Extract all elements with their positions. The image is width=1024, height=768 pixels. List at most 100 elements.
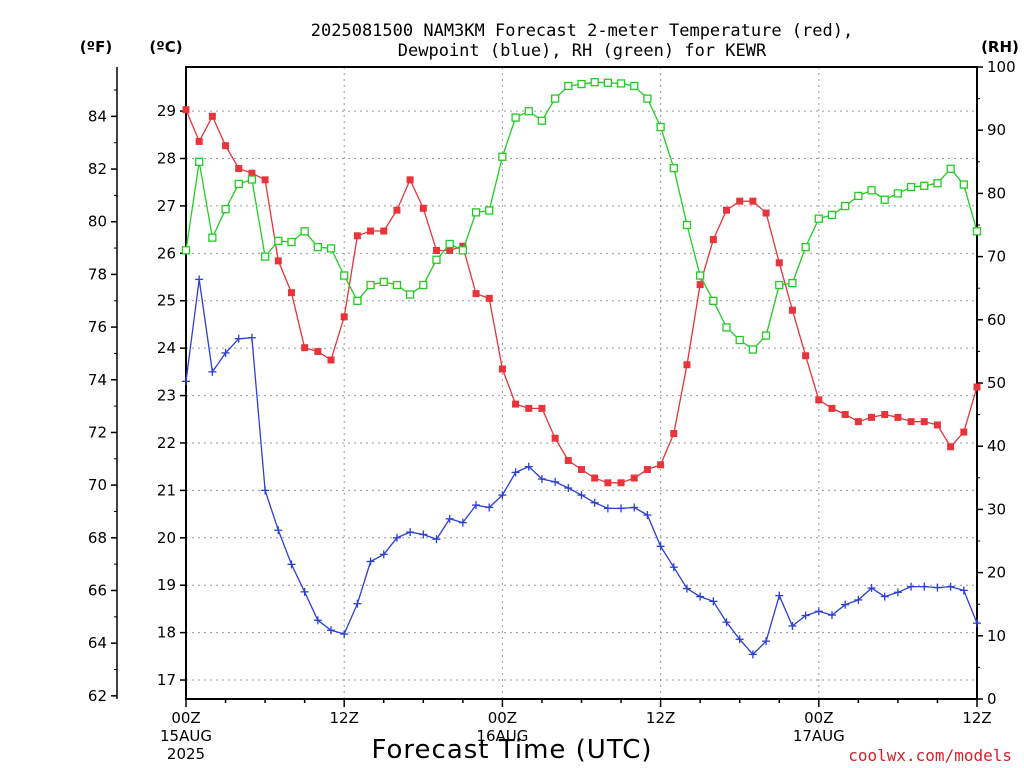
relative-humidity-point xyxy=(260,252,270,261)
relative-humidity-point xyxy=(195,157,204,166)
relative-humidity-point xyxy=(603,78,613,87)
time-date-label: 16AUG xyxy=(476,727,528,745)
relative-humidity-point xyxy=(564,81,573,91)
credit-text: coolwx.com/models xyxy=(848,746,1012,765)
dewpoint-point xyxy=(854,595,863,604)
temperature-point xyxy=(907,418,915,426)
temperature-point xyxy=(696,281,704,289)
dewpoint-point xyxy=(748,650,757,659)
unit-celsius-label: (ºC) xyxy=(149,38,182,56)
relative-humidity-point xyxy=(616,79,626,88)
relative-humidity-point xyxy=(801,242,810,252)
dewpoint-point xyxy=(893,588,902,597)
dewpoint-point xyxy=(261,486,270,495)
dewpoint-point xyxy=(907,582,916,591)
celsius-tick-label: 28 xyxy=(157,150,176,168)
dewpoint-point xyxy=(313,616,322,625)
relative-humidity-point xyxy=(300,227,309,236)
rh-tick-label: 70 xyxy=(987,248,1006,266)
temperature-point xyxy=(393,206,401,214)
temperature-point xyxy=(195,137,203,145)
celsius-tick-label: 29 xyxy=(157,102,176,120)
fahrenheit-tick-label: 66 xyxy=(88,581,107,599)
dewpoint-point xyxy=(735,635,744,644)
relative-humidity-point xyxy=(761,331,771,340)
relative-humidity-point xyxy=(366,280,375,290)
relative-humidity-point xyxy=(735,335,744,345)
dewpoint-point xyxy=(682,584,691,593)
fahrenheit-axis: 62 64 66 68 70 72 74 76 78 80 82 84 xyxy=(88,89,117,705)
time-tick-label: 12Z xyxy=(330,709,359,727)
fahrenheit-tick-label: 84 xyxy=(88,107,107,125)
dewpoint-point xyxy=(208,367,217,376)
rh-tick-label: 90 xyxy=(987,121,1006,139)
relative-humidity-point xyxy=(906,182,916,192)
fahrenheit-tick-label: 78 xyxy=(88,265,107,283)
dewpoint-point xyxy=(973,619,981,628)
relative-humidity-point xyxy=(946,164,955,173)
dewpoint-point xyxy=(247,333,256,342)
rh-axis: 0 10 20 30 40 50 60 70 80 90 100 xyxy=(977,58,1016,708)
relative-humidity-point xyxy=(775,280,784,290)
time-year-label: 2025 xyxy=(167,745,205,763)
temperature-point xyxy=(222,142,230,150)
rh-tick-label: 0 xyxy=(987,690,997,708)
temperature-point xyxy=(353,232,361,240)
relative-humidity-point xyxy=(933,179,942,188)
temperature-point xyxy=(894,413,902,421)
temperature-point xyxy=(367,227,375,235)
rh-tick-label: 20 xyxy=(987,564,1006,582)
celsius-tick-label: 21 xyxy=(157,481,176,499)
relative-humidity-point xyxy=(550,94,560,103)
dewpoint-point xyxy=(485,503,494,512)
relative-humidity-point xyxy=(419,280,428,290)
relative-humidity-point xyxy=(788,278,797,288)
relative-humidity-point xyxy=(340,271,349,280)
temperature-point xyxy=(327,356,335,364)
temperature-point xyxy=(854,418,862,426)
fahrenheit-tick-label: 70 xyxy=(88,476,107,494)
temperature-point xyxy=(498,365,506,373)
relative-humidity-point xyxy=(959,180,968,189)
relative-humidity-point xyxy=(630,81,639,91)
fahrenheit-tick-label: 80 xyxy=(88,213,107,231)
dewpoint-point xyxy=(801,611,810,620)
temperature-point xyxy=(261,176,269,184)
temperature-point xyxy=(419,204,427,212)
dewpoint-point xyxy=(524,462,533,471)
dewpoint-point xyxy=(656,542,665,551)
celsius-tick-label: 27 xyxy=(157,197,176,215)
temperature-point xyxy=(920,418,928,426)
rh-tick-label: 80 xyxy=(987,184,1006,202)
dewpoint-point xyxy=(920,582,929,591)
fahrenheit-tick-label: 76 xyxy=(88,318,107,336)
temperature-point xyxy=(578,466,585,474)
relative-humidity-point xyxy=(458,246,468,255)
dewpoint-point xyxy=(577,491,586,500)
relative-humidity-point xyxy=(287,237,296,247)
celsius-tick-label: 24 xyxy=(157,339,176,357)
temperature-point xyxy=(643,466,651,474)
temperature-point xyxy=(182,106,190,114)
dewpoint-point xyxy=(511,468,520,477)
temperature-point xyxy=(525,404,533,412)
temperature-point xyxy=(235,164,243,172)
dewpoint-point xyxy=(814,607,823,616)
temperature-point xyxy=(723,206,731,214)
celsius-tick-label: 23 xyxy=(157,387,176,405)
dewpoint-point xyxy=(537,475,546,484)
temperature-point xyxy=(274,257,282,265)
dewpoint-point xyxy=(458,518,467,527)
fahrenheit-tick-label: 72 xyxy=(88,423,107,441)
relative-humidity-point xyxy=(577,79,586,89)
temperature-point xyxy=(657,461,665,469)
temperature-point xyxy=(208,112,216,120)
dewpoint-point xyxy=(630,503,639,512)
dewpoint-point xyxy=(274,526,283,535)
celsius-tick-label: 18 xyxy=(157,624,176,642)
dewpoint-point xyxy=(933,583,942,592)
temperature-point xyxy=(762,209,770,217)
time-tick-label: 12Z xyxy=(962,709,991,727)
dewpoint-point xyxy=(827,611,836,620)
